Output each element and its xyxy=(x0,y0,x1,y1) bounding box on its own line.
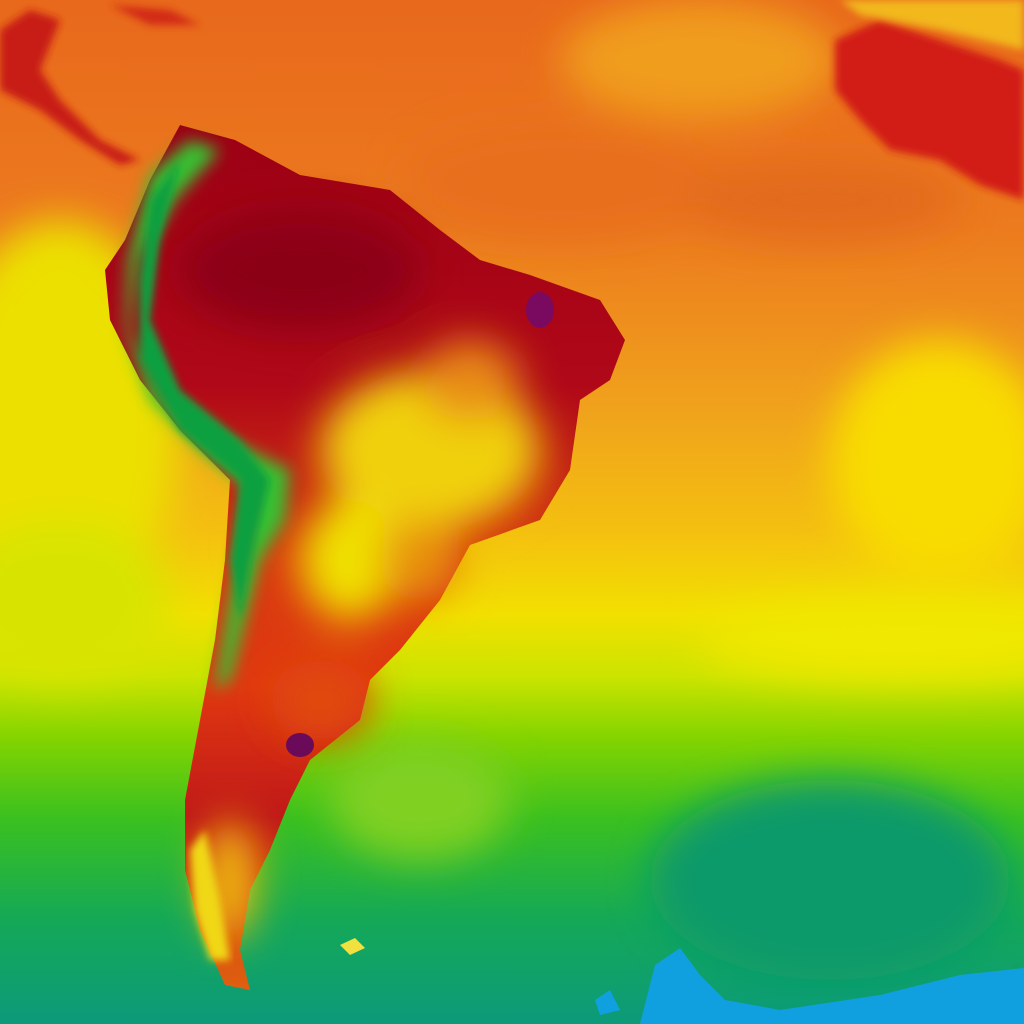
hot-spot xyxy=(286,733,314,757)
islands xyxy=(340,938,365,955)
ocean-patches xyxy=(0,0,1024,980)
south-america xyxy=(105,125,625,990)
cold-water xyxy=(595,990,620,1015)
central-america xyxy=(0,5,200,165)
hot-spot xyxy=(526,292,554,328)
africa xyxy=(835,0,1024,200)
cold-water xyxy=(640,948,1024,1024)
